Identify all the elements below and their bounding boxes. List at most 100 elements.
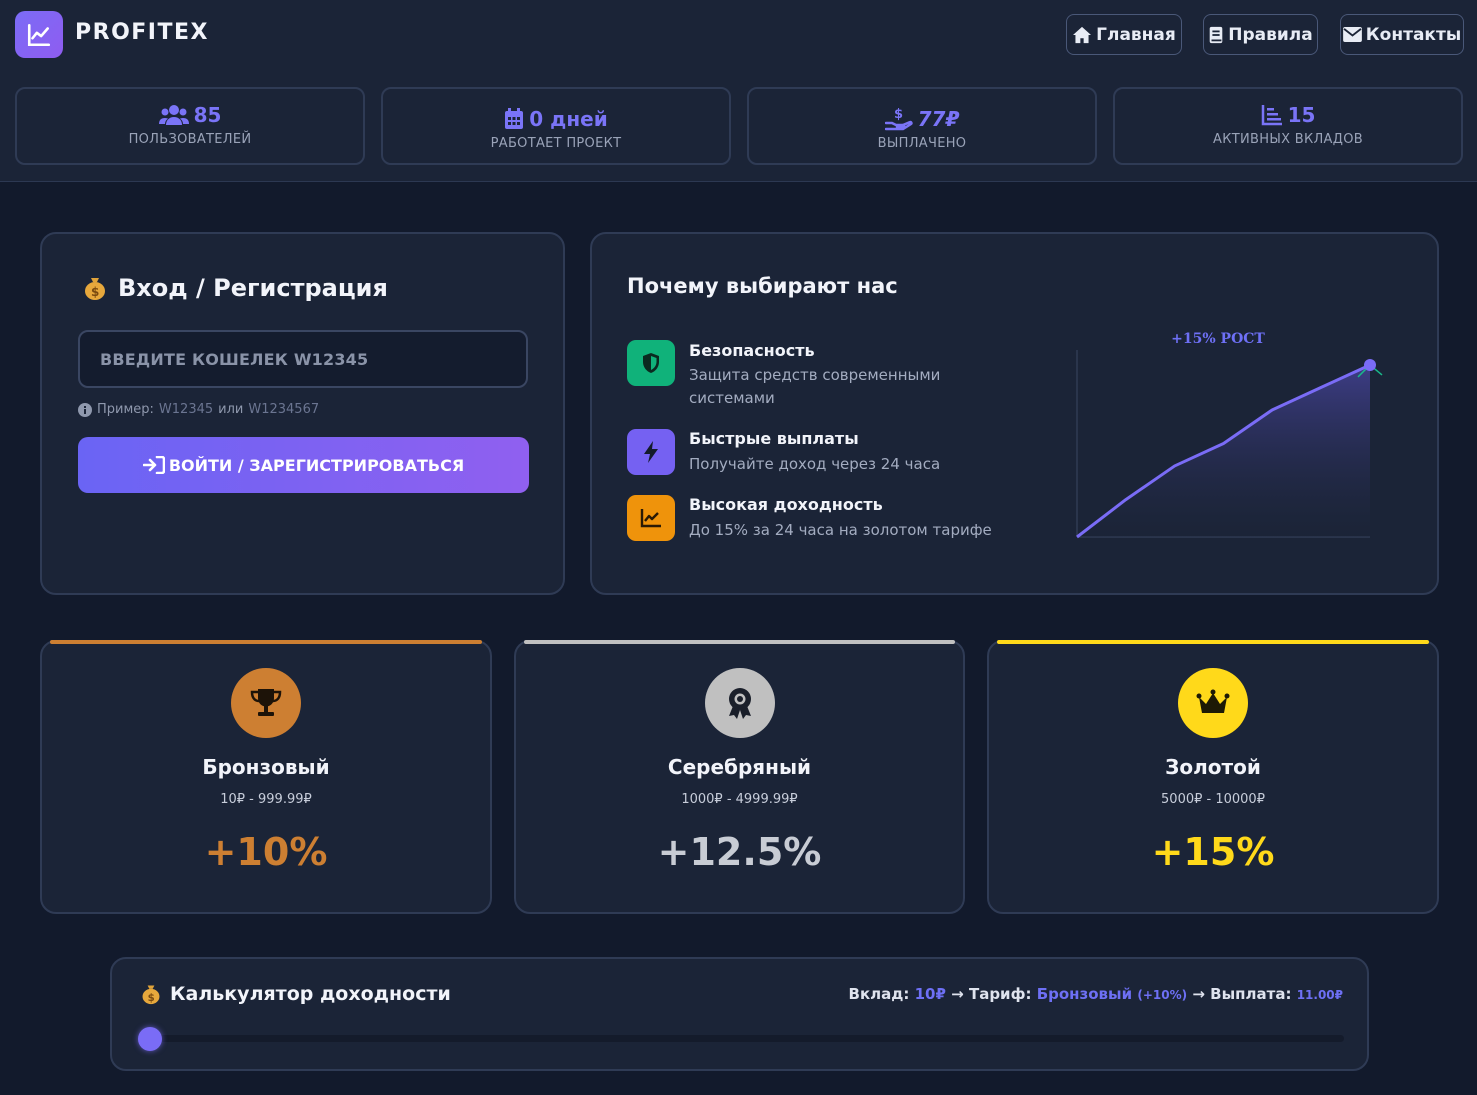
shield-icon bbox=[643, 353, 659, 373]
deposit-slider-thumb[interactable] bbox=[138, 1027, 162, 1051]
tariff-bronze-accent bbox=[50, 640, 482, 644]
tariff-silver-rate: +12.5% bbox=[657, 830, 822, 874]
money-bag-icon: $ bbox=[142, 985, 160, 1005]
security-feature-icon-box bbox=[627, 340, 675, 386]
tariff-card-bronze[interactable]: Бронзовый 10₽ - 999.99₽ +10% bbox=[40, 640, 492, 914]
trophy-icon bbox=[250, 689, 282, 716]
hint-prefix: Пример: bbox=[97, 402, 154, 417]
arrow-1: → bbox=[951, 985, 964, 1003]
nav-contacts-label: Контакты bbox=[1365, 24, 1462, 45]
login-card: $ Вход / Регистрация Пример: W12345 или … bbox=[40, 232, 565, 595]
hand-coin-icon: $ bbox=[884, 107, 913, 131]
tariff-label: Тариф: bbox=[968, 985, 1032, 1003]
tariff-bronze-range: 10₽ - 999.99₽ bbox=[220, 792, 312, 807]
svg-text:$: $ bbox=[91, 285, 99, 299]
stat-paid: $ 77₽ ВЫПЛАЧЕНО bbox=[747, 87, 1097, 165]
users-icon bbox=[158, 105, 189, 125]
stat-users-label: ПОЛЬЗОВАТЕЛЕЙ bbox=[128, 132, 252, 147]
why-us-card: Почему выбирают нас Безопасность Защита … bbox=[590, 232, 1439, 595]
tariff-card-silver[interactable]: Серебряный 1000₽ - 4999.99₽ +12.5% bbox=[514, 640, 965, 914]
login-title-text: Вход / Регистрация bbox=[118, 274, 388, 302]
stat-users-value: 85 bbox=[193, 103, 222, 127]
stat-days-label: РАБОТАЕТ ПРОЕКТ bbox=[490, 136, 622, 151]
hint-example-1: W12345 bbox=[158, 402, 214, 417]
calculator-title-text: Калькулятор доходности bbox=[170, 983, 451, 1005]
tariff-silver-name: Серебряный bbox=[667, 755, 812, 779]
calculator-result: Вклад: 10₽ → Тариф: Бронзовый (+10%) → В… bbox=[849, 985, 1343, 1003]
logo[interactable] bbox=[15, 11, 63, 58]
login-title: $ Вход / Регистрация bbox=[82, 274, 388, 302]
nav-rules-label: Правила bbox=[1228, 24, 1313, 45]
nav-home-label: Главная bbox=[1096, 24, 1176, 45]
award-icon bbox=[728, 688, 751, 719]
bolt-icon bbox=[644, 441, 658, 463]
deposit-slider-track[interactable] bbox=[148, 1035, 1344, 1042]
chart-series-line bbox=[1076, 363, 1371, 539]
stat-paid-value: 77₽ bbox=[917, 107, 960, 131]
chart-end-point bbox=[1364, 358, 1376, 371]
stats-bar: 85 ПОЛЬЗОВАТЕЛЕЙ 0 дней РАБОТАЕТ ПРОЕКТ … bbox=[0, 72, 1477, 182]
tariff-value: Бронзовый bbox=[1036, 985, 1133, 1003]
tariff-silver-range: 1000₽ - 4999.99₽ bbox=[681, 792, 798, 807]
brand-name: PROFITEX bbox=[75, 20, 209, 45]
wallet-input[interactable] bbox=[78, 330, 528, 388]
wallet-hint: Пример: W12345 или W1234567 bbox=[78, 402, 319, 417]
stat-deposits-value: 15 bbox=[1287, 103, 1316, 127]
chart-plot bbox=[1076, 358, 1383, 539]
tariff-gold-rate: +15% bbox=[1151, 830, 1275, 874]
book-icon bbox=[1209, 26, 1223, 43]
tariff-card-gold[interactable]: Золотой 5000₽ - 10000₽ +15% bbox=[987, 640, 1439, 914]
nav-contacts[interactable]: Контакты bbox=[1340, 14, 1464, 55]
chart-bars-icon bbox=[1261, 105, 1282, 126]
feature-security-title: Безопасность bbox=[689, 341, 815, 360]
envelope-icon bbox=[1342, 27, 1362, 42]
feature-payout-desc: Получайте доход через 24 часа bbox=[689, 455, 941, 473]
feature-payout-title: Быстрые выплаты bbox=[689, 429, 859, 448]
hint-or: или bbox=[218, 402, 244, 417]
payout-feature-icon-box bbox=[627, 429, 675, 475]
stat-deposits-label: АКТИВНЫХ ВКЛАДОВ bbox=[1213, 132, 1363, 147]
sign-in-icon bbox=[142, 456, 165, 474]
login-button-label: ВОЙТИ / ЗАРЕГИСТРИРОВАТЬСЯ bbox=[168, 455, 465, 475]
chart-line-icon bbox=[640, 509, 661, 528]
feature-security-desc: Защита средств современными системами bbox=[689, 366, 941, 407]
nav-home[interactable]: Главная bbox=[1066, 14, 1182, 55]
payout-value: 11.00₽ bbox=[1296, 988, 1343, 1002]
payout-label: Выплата: bbox=[1210, 985, 1292, 1003]
info-icon bbox=[78, 402, 92, 417]
feature-yield-desc: До 15% за 24 часа на золотом тарифе bbox=[689, 521, 992, 539]
growth-chart: +15% РОСТ bbox=[1076, 331, 1383, 539]
why-us-title: Почему выбирают нас bbox=[627, 274, 898, 298]
chart-growth-label: +15% РОСТ bbox=[1171, 331, 1265, 347]
chart-area bbox=[1077, 364, 1370, 537]
nav-rules[interactable]: Правила bbox=[1203, 14, 1318, 55]
tariff-rate: (+10%) bbox=[1137, 988, 1188, 1002]
tariff-silver-icon-circle bbox=[704, 668, 775, 738]
yield-feature-icon-box bbox=[627, 495, 675, 541]
stat-paid-label: ВЫПЛАЧЕНО bbox=[877, 136, 967, 151]
tariff-gold-icon-circle bbox=[1178, 668, 1248, 738]
tariff-gold-name: Золотой bbox=[1165, 755, 1261, 779]
crown-icon bbox=[1196, 689, 1230, 713]
svg-text:$: $ bbox=[894, 107, 903, 122]
chart-line-icon bbox=[27, 23, 51, 46]
home-icon bbox=[1073, 26, 1092, 43]
svg-text:$: $ bbox=[148, 993, 155, 1004]
tariff-silver-accent bbox=[524, 640, 955, 644]
stat-deposits: 15 АКТИВНЫХ ВКЛАДОВ bbox=[1113, 87, 1463, 165]
top-bar: PROFITEX Главная Правила Контакты bbox=[0, 0, 1477, 72]
calculator-card: $ Калькулятор доходности Вклад: 10₽ → Та… bbox=[110, 957, 1369, 1071]
stat-users: 85 ПОЛЬЗОВАТЕЛЕЙ bbox=[15, 87, 365, 165]
tariff-gold-range: 5000₽ - 10000₽ bbox=[1161, 792, 1265, 807]
tariff-bronze-name: Бронзовый bbox=[202, 755, 330, 779]
calculator-title: $ Калькулятор доходности bbox=[140, 983, 451, 1005]
hint-example-2: W1234567 bbox=[248, 402, 320, 417]
money-bag-icon: $ bbox=[85, 278, 105, 300]
deposit-value: 10₽ bbox=[914, 985, 946, 1003]
login-button[interactable]: ВОЙТИ / ЗАРЕГИСТРИРОВАТЬСЯ bbox=[78, 437, 529, 493]
deposit-label: Вклад: bbox=[848, 985, 910, 1003]
tariff-gold-accent bbox=[997, 640, 1429, 644]
calendar-icon bbox=[505, 108, 524, 129]
stat-days: 0 дней РАБОТАЕТ ПРОЕКТ bbox=[381, 87, 731, 165]
tariff-bronze-rate: +10% bbox=[204, 830, 328, 874]
